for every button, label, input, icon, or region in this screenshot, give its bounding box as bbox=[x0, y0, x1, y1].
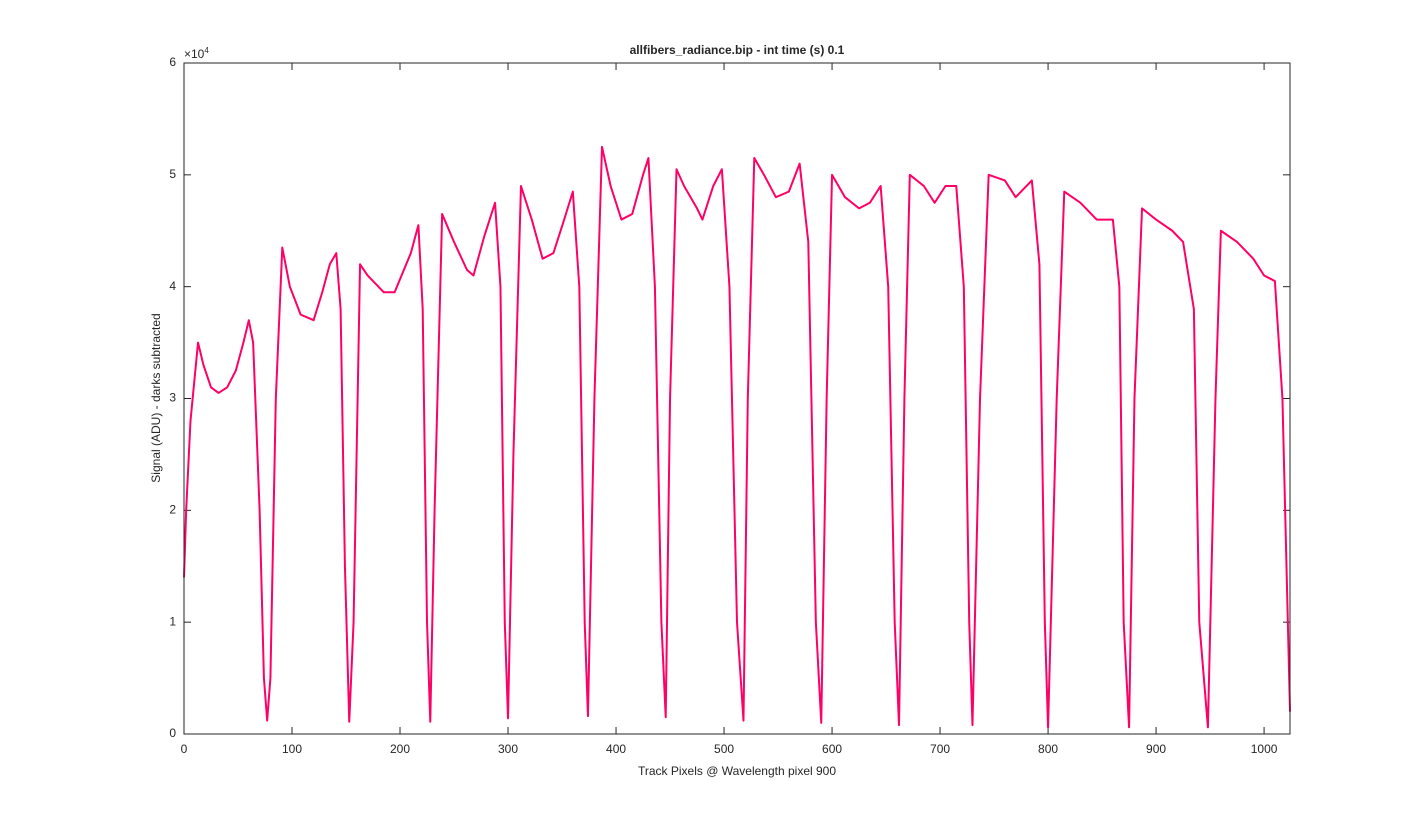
multiplier-exponent: 4 bbox=[204, 46, 209, 55]
y-tick-label: 0 bbox=[169, 726, 176, 740]
x-tick-label: 600 bbox=[822, 742, 842, 756]
y-tick-label: 1 bbox=[169, 614, 176, 628]
x-tick-label: 200 bbox=[390, 742, 410, 756]
data-line bbox=[183, 145, 1291, 729]
x-tick-label: 800 bbox=[1038, 742, 1058, 756]
x-tick-label: 300 bbox=[498, 742, 518, 756]
y-tick-label: 6 bbox=[169, 55, 176, 69]
x-tick-label: 0 bbox=[181, 742, 188, 756]
x-tick-label: 100 bbox=[282, 742, 302, 756]
y-axis-label: Signal (ADU) - darks subtracted bbox=[149, 313, 163, 482]
multiplier-base: ×10 bbox=[184, 47, 205, 61]
x-tick-label: 700 bbox=[930, 742, 950, 756]
y-tick-label: 5 bbox=[169, 167, 176, 181]
y-multiplier: ×104 bbox=[184, 46, 209, 61]
x-tick-label: 500 bbox=[714, 742, 734, 756]
x-tick-label: 400 bbox=[606, 742, 626, 756]
x-tick-label: 1000 bbox=[1251, 742, 1278, 756]
y-tick-label: 3 bbox=[169, 391, 176, 405]
y-tick-label: 4 bbox=[169, 279, 176, 293]
chart-title: allfibers_radiance.bip - int time (s) 0.… bbox=[630, 43, 845, 57]
y-tick-label: 2 bbox=[169, 503, 176, 517]
x-tick-label: 900 bbox=[1146, 742, 1166, 756]
plot-frame bbox=[183, 62, 1291, 735]
x-axis-label: Track Pixels @ Wavelength pixel 900 bbox=[638, 764, 836, 778]
